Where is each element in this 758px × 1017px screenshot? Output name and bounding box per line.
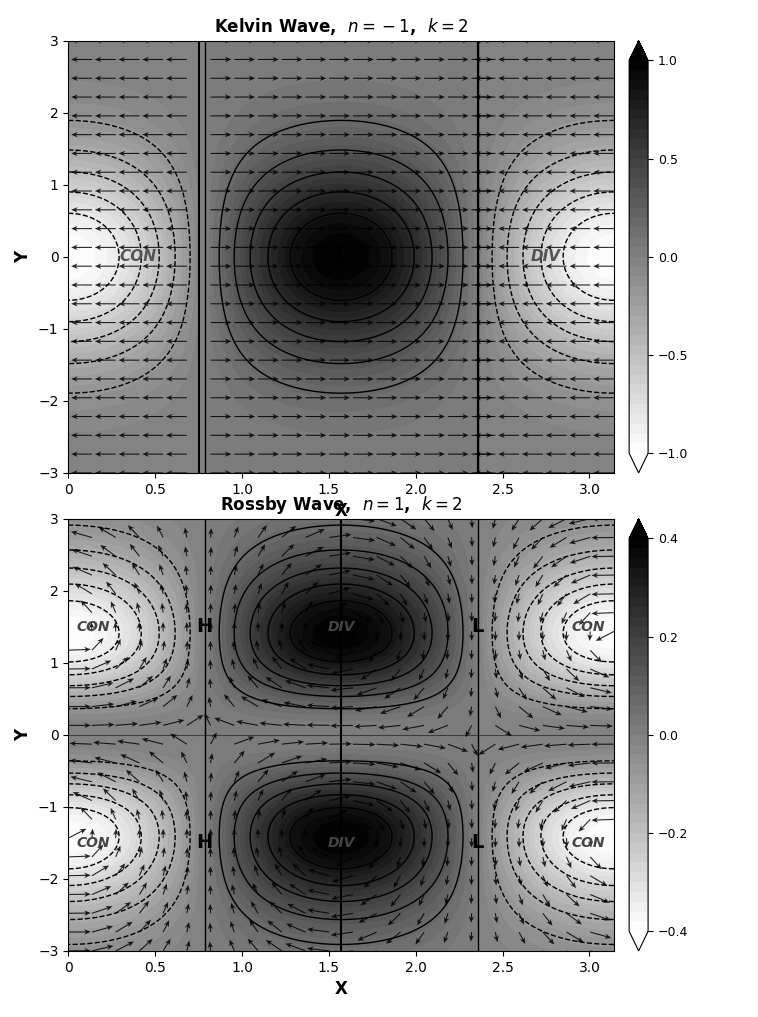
Text: DIV: DIV bbox=[531, 249, 561, 264]
PathPatch shape bbox=[629, 41, 648, 60]
Title: Rossby Wave,  $n = 1$,  $k = 2$: Rossby Wave, $n = 1$, $k = 2$ bbox=[220, 494, 462, 517]
PathPatch shape bbox=[629, 932, 648, 951]
Text: L: L bbox=[471, 833, 484, 852]
Text: CON: CON bbox=[572, 619, 605, 634]
X-axis label: X: X bbox=[335, 502, 347, 520]
Y-axis label: Y: Y bbox=[14, 729, 33, 740]
Text: H: H bbox=[196, 833, 213, 852]
Text: CON: CON bbox=[77, 619, 111, 634]
Y-axis label: Y: Y bbox=[14, 251, 33, 262]
Text: CON: CON bbox=[119, 249, 156, 264]
PathPatch shape bbox=[629, 454, 648, 473]
Text: CON: CON bbox=[77, 836, 111, 850]
Text: H: H bbox=[196, 617, 213, 637]
Text: L: L bbox=[334, 247, 348, 266]
Text: DIV: DIV bbox=[327, 619, 355, 634]
Text: L: L bbox=[471, 617, 484, 637]
Title: Kelvin Wave,  $n = -1$,  $k = 2$: Kelvin Wave, $n = -1$, $k = 2$ bbox=[214, 16, 468, 38]
X-axis label: X: X bbox=[335, 980, 347, 998]
PathPatch shape bbox=[629, 519, 648, 538]
Text: CON: CON bbox=[572, 836, 605, 850]
Text: DIV: DIV bbox=[327, 836, 355, 850]
